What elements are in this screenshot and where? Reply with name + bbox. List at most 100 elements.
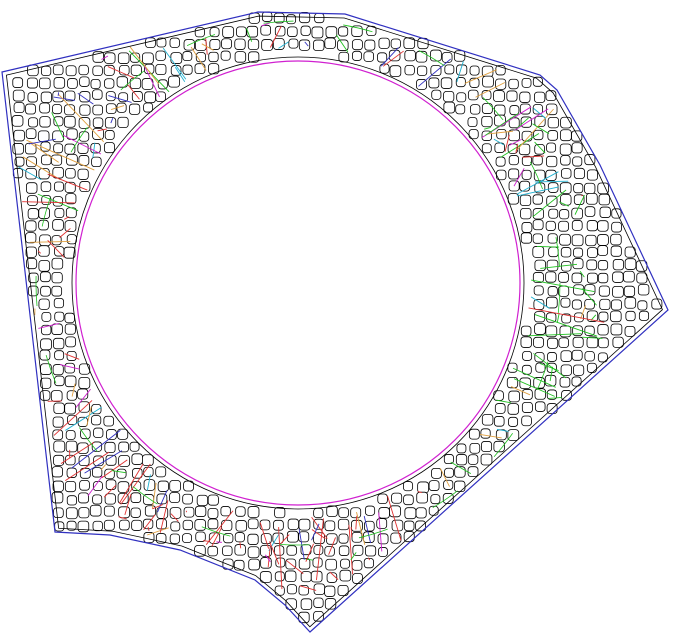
- mesh-cell: [314, 12, 325, 24]
- mesh-cell: [338, 545, 350, 556]
- mesh-link: [456, 61, 464, 83]
- mesh-cell: [637, 300, 648, 311]
- mesh-cell: [52, 104, 63, 115]
- mesh-cell: [443, 101, 456, 114]
- mesh-link: [418, 58, 451, 87]
- mesh-cell: [364, 39, 376, 51]
- mesh-cell: [103, 505, 115, 517]
- mesh-cell: [79, 91, 91, 103]
- mesh-cell: [612, 271, 624, 283]
- mesh-cell: [78, 117, 91, 129]
- mesh-cell: [52, 429, 64, 441]
- mesh-cell: [26, 182, 38, 194]
- mesh-cell: [53, 181, 64, 192]
- mesh-link: [582, 336, 603, 339]
- mesh-cell: [313, 583, 326, 595]
- mesh-cell: [481, 103, 493, 114]
- mesh-link: [107, 66, 135, 79]
- mesh-cell: [14, 156, 25, 167]
- mesh-cell: [533, 169, 546, 182]
- mesh-link: [496, 428, 509, 432]
- mesh-cell: [28, 117, 39, 128]
- mesh-cell: [27, 195, 38, 206]
- mesh-cell: [598, 193, 611, 206]
- mesh-cell: [467, 466, 479, 478]
- mesh-cell: [597, 220, 609, 232]
- mesh-cell: [27, 208, 39, 220]
- mesh-cell: [481, 143, 492, 154]
- mesh-link: [143, 64, 160, 98]
- mesh-cell: [547, 352, 557, 362]
- mesh-link: [26, 139, 95, 171]
- mesh-cell: [313, 507, 324, 519]
- mesh-link: [516, 186, 559, 197]
- mesh-cell: [325, 26, 338, 38]
- mesh-cell: [286, 530, 299, 543]
- mesh-link: [269, 541, 280, 565]
- mesh-cell: [572, 336, 584, 348]
- mesh-cell: [326, 572, 338, 583]
- mesh-cell: [90, 79, 101, 90]
- mesh-cell: [104, 493, 116, 505]
- mesh-cell: [298, 39, 311, 51]
- mesh-cell: [338, 507, 349, 518]
- mesh-cell: [326, 505, 338, 517]
- mesh-cell: [144, 505, 157, 517]
- mesh-cell: [207, 545, 218, 557]
- mesh-cell: [247, 518, 259, 530]
- mesh-cell: [520, 207, 532, 220]
- mesh-cell: [78, 507, 90, 519]
- mesh-cell: [39, 390, 51, 401]
- mesh-cell: [456, 443, 467, 454]
- mesh-cell: [194, 519, 206, 531]
- mesh-cell: [391, 492, 403, 504]
- mesh-cell: [79, 76, 90, 87]
- mesh-cell: [117, 52, 130, 64]
- mesh-cell: [430, 494, 441, 505]
- mesh-cell: [11, 115, 24, 127]
- mesh-cell: [534, 143, 545, 155]
- mesh-link: [201, 43, 214, 51]
- mesh-cell: [52, 219, 64, 231]
- mesh-link: [278, 41, 289, 49]
- mesh-link: [549, 366, 554, 382]
- mesh-cell: [623, 285, 636, 297]
- mesh-cell: [286, 584, 297, 595]
- mesh-link: [514, 108, 549, 131]
- mesh-cell: [546, 389, 558, 400]
- mesh-cell: [39, 116, 51, 128]
- mesh-cell: [66, 495, 77, 506]
- mesh-cell: [65, 168, 76, 179]
- mesh-cell: [636, 272, 648, 284]
- mesh-link: [539, 363, 559, 371]
- mesh-cell: [66, 520, 77, 531]
- mesh-cell: [521, 389, 533, 400]
- mesh-cell: [468, 428, 480, 440]
- mesh-cell: [287, 518, 299, 530]
- mesh-link: [101, 55, 109, 60]
- mesh-cell: [169, 37, 180, 48]
- mesh-cell: [91, 156, 102, 168]
- mesh-cell: [51, 272, 63, 284]
- mesh-cell: [64, 362, 76, 374]
- mesh-cell: [547, 286, 558, 297]
- mesh-cell: [559, 233, 571, 246]
- mesh-cell: [79, 479, 90, 491]
- mesh-cell: [64, 220, 77, 232]
- mesh-cell: [586, 362, 597, 373]
- mesh-cell: [363, 558, 374, 569]
- mesh-cell: [54, 246, 65, 257]
- mesh-cell: [534, 91, 546, 103]
- mesh-cell: [221, 38, 232, 50]
- mesh-cell: [246, 25, 259, 38]
- mesh-cell: [508, 390, 520, 403]
- mesh-cell: [157, 480, 169, 492]
- mesh-link: [439, 468, 450, 487]
- mesh-link: [363, 515, 372, 544]
- mesh-cell: [170, 521, 181, 532]
- mesh-link: [286, 560, 304, 575]
- mesh-cell: [469, 442, 481, 454]
- mesh-cell: [65, 454, 76, 466]
- mesh-cell: [156, 507, 169, 519]
- mesh-link: [261, 22, 271, 27]
